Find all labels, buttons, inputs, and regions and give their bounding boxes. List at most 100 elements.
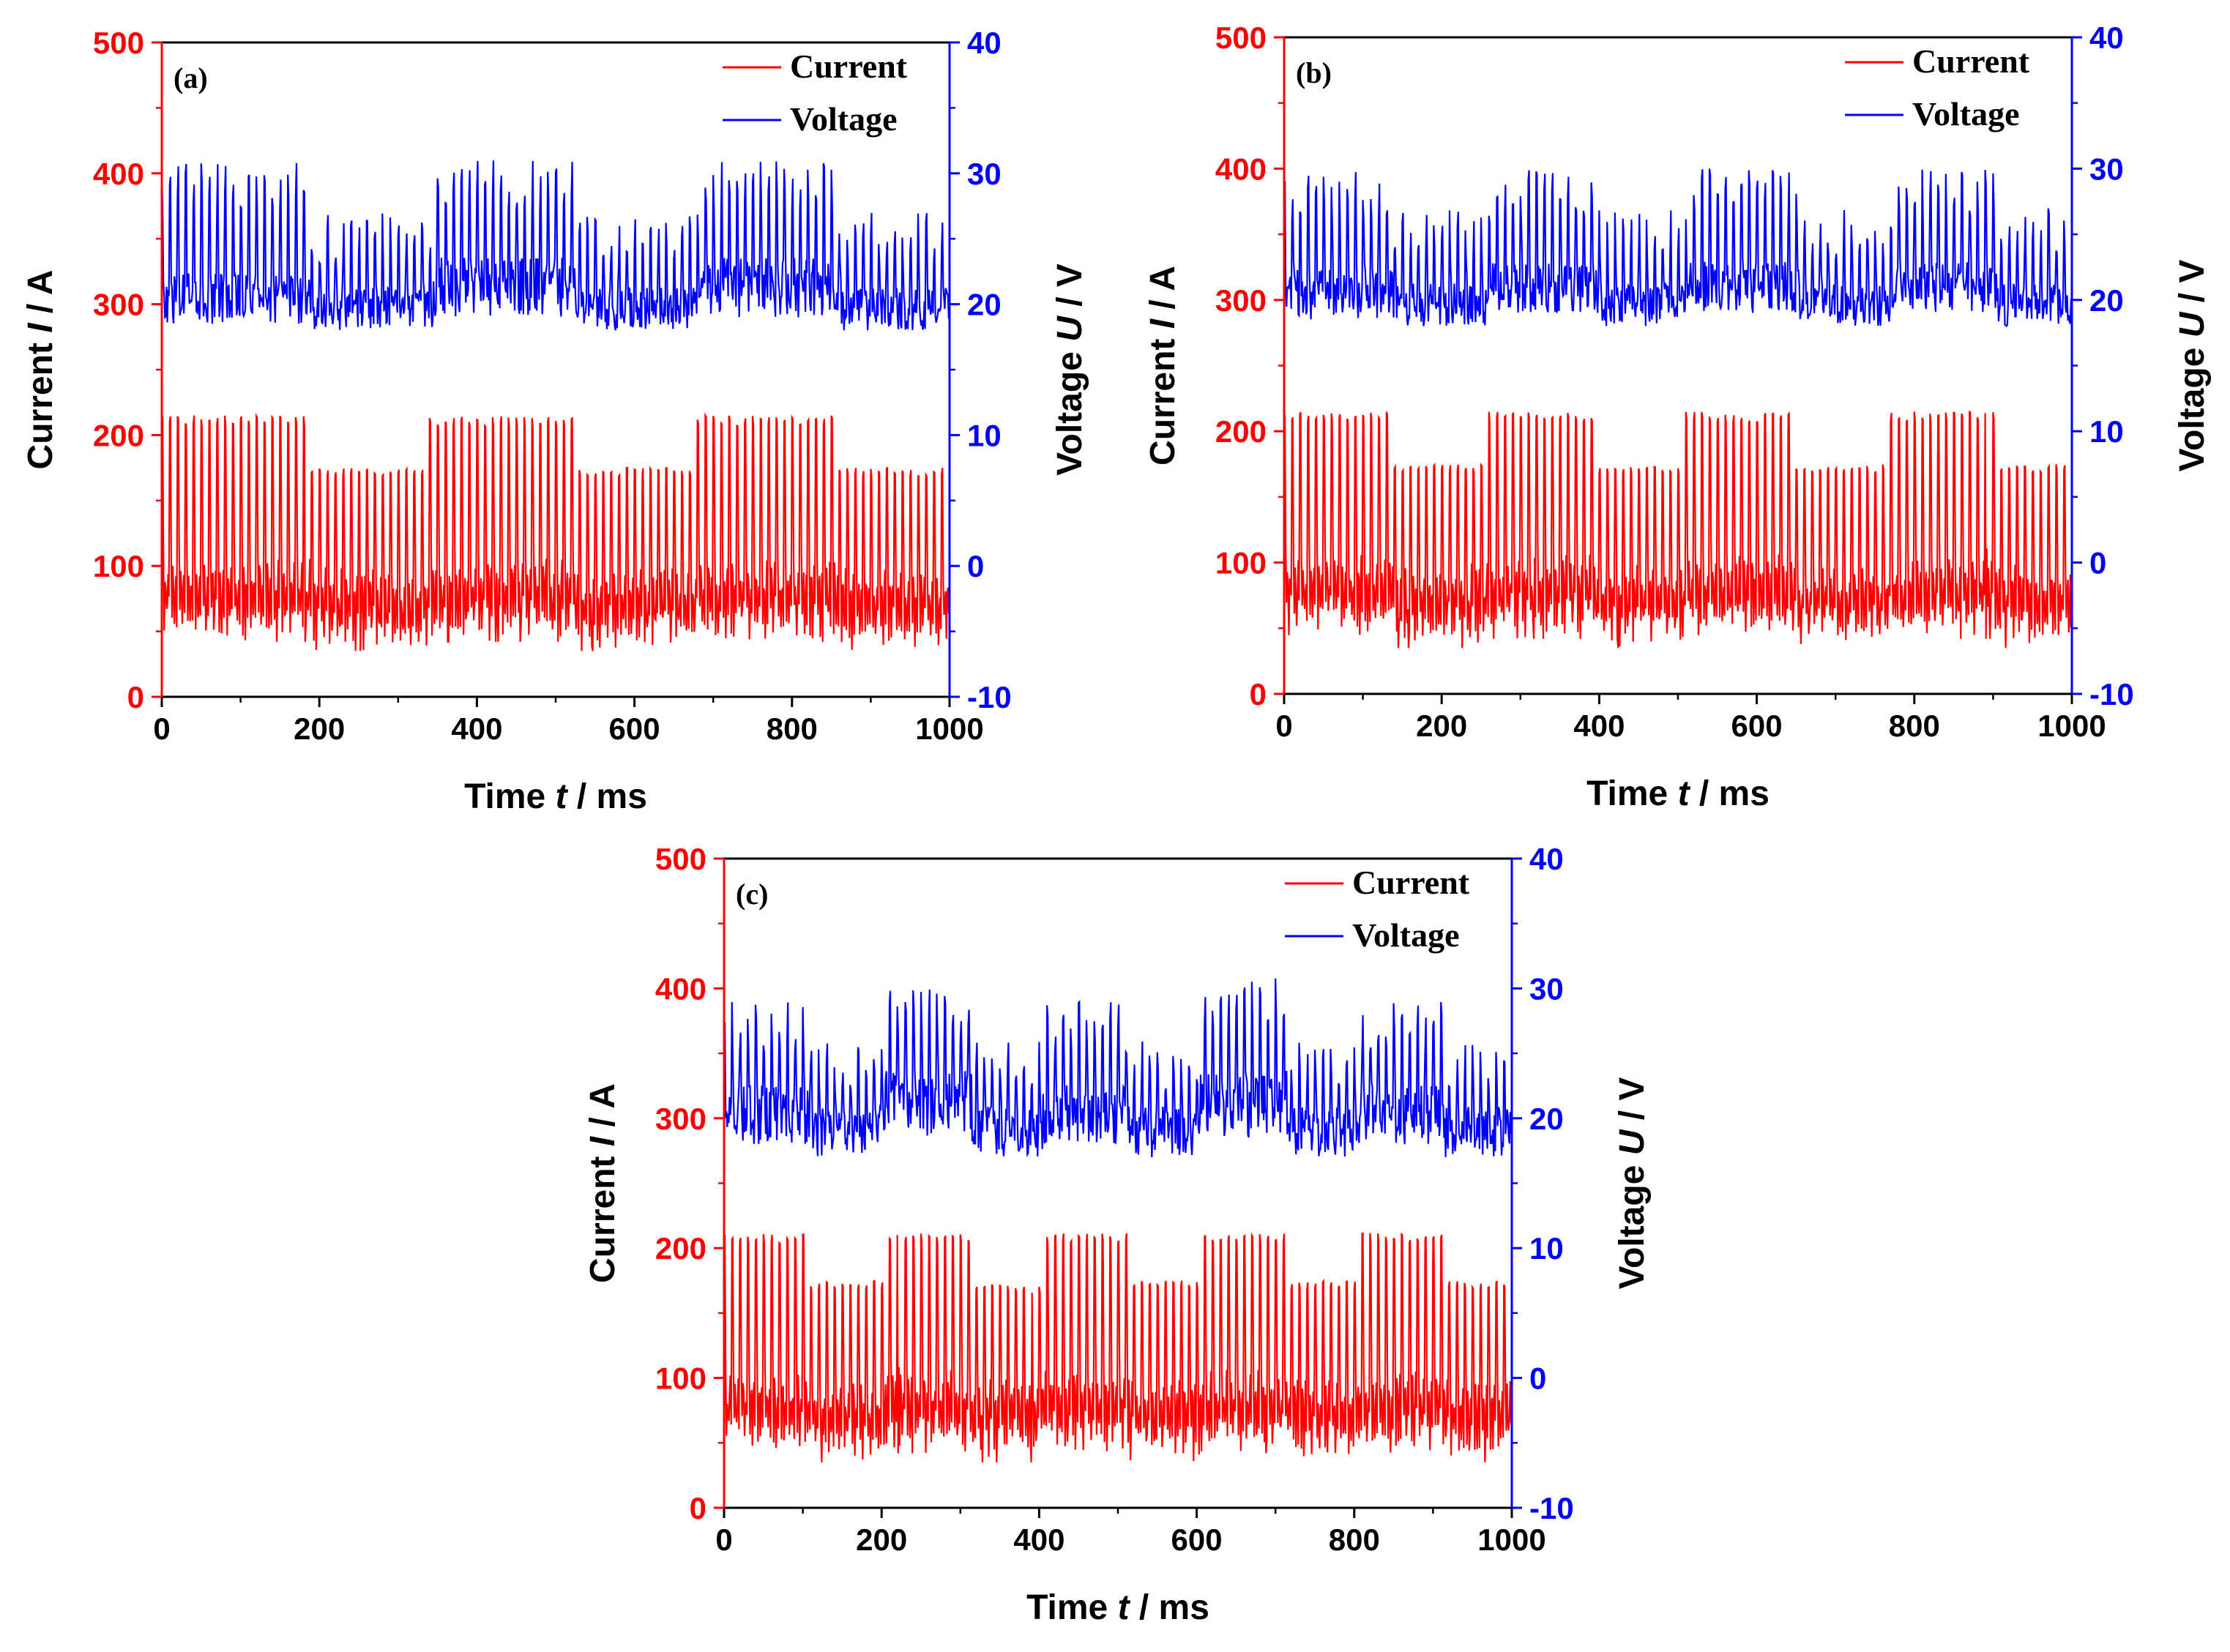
x-tick-label: 200: [856, 1522, 907, 1557]
y-right-axis-title-pre: Voltage: [1613, 1155, 1652, 1289]
legend-current-label: Current: [1352, 864, 1470, 901]
y-right-tick-label: -10: [967, 680, 1012, 714]
y-left-axis-title-pre: Current: [1144, 329, 1182, 466]
y-left-tick-label: 200: [655, 1231, 706, 1266]
x-tick-label: 800: [1889, 709, 1940, 743]
x-axis-title: Time t / ms: [1586, 774, 1770, 813]
legend-current-label: Current: [1912, 42, 2030, 80]
y-left-tick-label: 300: [1215, 283, 1267, 318]
y-right-tick-label: 30: [1529, 971, 1564, 1006]
x-tick-label: 0: [153, 711, 170, 746]
x-tick-label: 400: [1573, 709, 1625, 743]
y-right-tick-label: 40: [2089, 20, 2124, 55]
y-left-axis-title-post: / A: [583, 1083, 622, 1137]
current-series-line: [1284, 410, 2072, 649]
x-tick-label: 1000: [915, 711, 983, 746]
y-right-axis-title: Voltage U / V: [2173, 260, 2212, 472]
x-tick-label: 200: [1416, 709, 1467, 743]
y-left-axis-title-post: / A: [1144, 266, 1182, 319]
y-left-axis-title: Current I / A: [1144, 266, 1182, 466]
x-axis-title-post: / ms: [1690, 774, 1770, 813]
y-right-axis-title-post: / V: [1613, 1077, 1652, 1130]
y-right-axis-title-post: / V: [2173, 260, 2212, 313]
y-right-tick-label: -10: [2089, 677, 2134, 711]
x-tick-label: 1000: [2037, 709, 2106, 743]
x-tick-label: 600: [1731, 709, 1783, 743]
y-right-tick-label: 40: [1529, 842, 1564, 876]
x-axis-title-var: t: [556, 777, 569, 816]
legend-voltage-label: Voltage: [1912, 95, 2020, 132]
y-right-tick-label: 30: [2089, 152, 2124, 186]
y-left-axis-title-var: I: [21, 322, 60, 333]
x-axis-title-pre: Time: [1026, 1588, 1118, 1627]
voltage-series-line: [1284, 168, 2072, 327]
y-right-axis-title: Voltage U / V: [1051, 264, 1089, 476]
y-left-tick-label: 400: [1215, 152, 1267, 186]
y-left-axis-title-var: I: [1144, 318, 1182, 329]
legend-voltage-label: Voltage: [1352, 916, 1460, 954]
y-right-axis-title-pre: Voltage: [2173, 337, 2212, 471]
voltage-series-line: [724, 978, 1512, 1158]
x-tick-label: 800: [767, 711, 818, 746]
y-left-tick-label: 500: [93, 26, 144, 60]
x-tick-label: 600: [609, 711, 660, 746]
x-tick-label: 800: [1329, 1522, 1380, 1557]
legend: Current Voltage: [1845, 42, 2030, 132]
y-left-axis-title-pre: Current: [21, 333, 60, 470]
voltage-series-line: [162, 160, 950, 331]
x-tick-label: 600: [1171, 1522, 1223, 1557]
x-axis-title-pre: Time: [464, 777, 556, 816]
y-left-axis-title-post: / A: [21, 270, 60, 324]
y-left-axis-title-pre: Current: [583, 1146, 622, 1283]
legend: Current Voltage: [1285, 864, 1470, 954]
y-right-axis-title-post: / V: [1051, 264, 1089, 316]
current-series-line: [724, 1232, 1512, 1462]
x-tick-label: 1000: [1477, 1522, 1545, 1557]
y-right-tick-label: 10: [2089, 414, 2124, 449]
y-left-tick-label: 200: [93, 418, 144, 452]
x-axis-title-var: t: [1118, 1588, 1131, 1627]
panel-label: (c): [736, 878, 768, 911]
x-axis-title: Time t / ms: [464, 777, 647, 816]
legend: Current Voltage: [723, 48, 908, 138]
y-right-axis-title-pre: Voltage: [1051, 342, 1089, 476]
y-left-tick-label: 300: [655, 1102, 706, 1136]
legend-voltage-label: Voltage: [790, 100, 898, 138]
panel-label: (a): [174, 61, 208, 94]
y-right-tick-label: 10: [1529, 1231, 1564, 1266]
chart-panel: 0 200 400 600 800 1000 0 100 200 300 400 500 -10 0 10 2…: [583, 842, 1652, 1627]
x-tick-label: 200: [294, 711, 345, 746]
y-right-tick-label: 20: [967, 288, 1002, 322]
y-right-tick-label: 20: [1529, 1102, 1564, 1136]
y-left-axis-title: Current I / A: [21, 270, 60, 470]
y-right-tick-label: 40: [967, 26, 1002, 60]
y-right-axis-title-var: U: [1613, 1129, 1652, 1155]
chart-panel: 0 200 400 600 800 1000 0 100 200 300 400 500 -10 0 10 2…: [1144, 20, 2212, 813]
x-axis-title-post: / ms: [1130, 1588, 1209, 1627]
y-left-axis-title-var: I: [583, 1135, 622, 1146]
y-left-tick-label: 400: [655, 971, 706, 1006]
series-traces: [724, 978, 1512, 1462]
series-traces: [162, 160, 950, 651]
y-right-tick-label: 0: [967, 549, 984, 583]
y-left-tick-label: 100: [655, 1361, 706, 1396]
y-left-tick-label: 500: [1215, 20, 1267, 55]
current-series-line: [162, 412, 950, 651]
x-axis-title-pre: Time: [1586, 774, 1678, 813]
x-tick-label: 0: [1275, 709, 1292, 743]
y-right-tick-label: 30: [967, 157, 1002, 191]
y-left-tick-label: 500: [655, 842, 706, 876]
y-right-tick-label: 0: [1529, 1361, 1546, 1396]
y-right-axis-title-var: U: [1051, 315, 1089, 342]
y-right-tick-label: -10: [1529, 1491, 1574, 1525]
y-right-axis-title-var: U: [2173, 311, 2212, 337]
x-tick-label: 400: [451, 711, 502, 746]
y-right-axis-title: Voltage U / V: [1613, 1077, 1652, 1290]
y-left-tick-label: 300: [93, 288, 144, 322]
y-left-axis-title: Current I / A: [583, 1083, 622, 1283]
y-right-tick-label: 20: [2089, 283, 2124, 318]
y-left-tick-label: 0: [690, 1491, 706, 1525]
x-axis-title-var: t: [1678, 774, 1691, 813]
y-left-tick-label: 100: [1215, 546, 1267, 580]
